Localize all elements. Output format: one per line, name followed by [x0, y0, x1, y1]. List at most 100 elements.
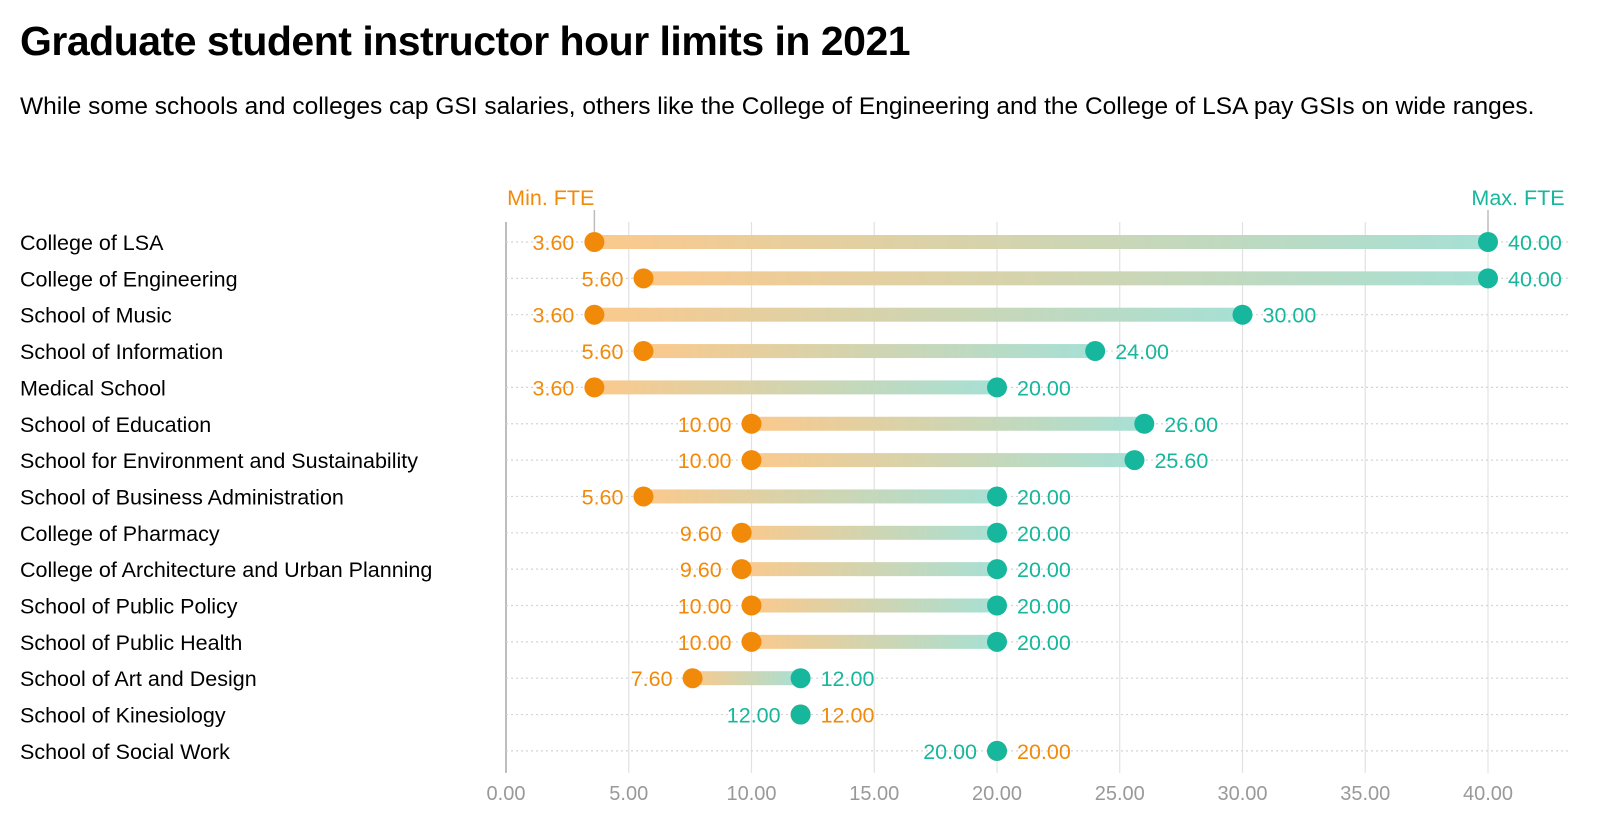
max-value-label: 26.00 [1164, 413, 1218, 437]
min-value-label: 3.60 [533, 304, 575, 328]
range-bar [643, 489, 997, 504]
max-dot [987, 522, 1007, 543]
max-dot [790, 704, 811, 725]
range-bar [751, 634, 997, 649]
chart-subtitle: While some schools and colleges cap GSI … [20, 93, 1535, 120]
min-value-label: 7.60 [631, 667, 673, 691]
max-dot [1232, 304, 1253, 325]
range-bar [692, 671, 801, 686]
max-dot [1478, 232, 1498, 252]
max-dot [1085, 341, 1106, 362]
max-value-label: 20.00 [1017, 485, 1071, 509]
max-dot [987, 559, 1007, 580]
x-tick-label: 0.00 [487, 783, 526, 805]
max-dot [987, 631, 1007, 652]
min-dot [741, 595, 762, 616]
max-value-label: 20.00 [1017, 522, 1071, 546]
row-category-label: School of Public Health [20, 631, 242, 655]
row-category-label: Medical School [20, 376, 166, 400]
min-dot [633, 341, 654, 362]
max-value-label: 12.00 [821, 667, 875, 691]
x-tick-label: 20.00 [972, 783, 1022, 805]
min-dot [584, 304, 605, 325]
x-tick-label: 40.00 [1463, 783, 1513, 805]
range-bar [741, 525, 997, 540]
row-category-label: School of Business Administration [20, 485, 344, 509]
min-value-label: 5.60 [582, 485, 624, 509]
min-value-label: 3.60 [533, 231, 575, 255]
max-dot [987, 595, 1007, 616]
max-value-label: 20.00 [1017, 595, 1071, 619]
min-dot [633, 486, 654, 507]
min-dot [741, 413, 762, 434]
range-bar [751, 416, 1145, 431]
x-tick-label: 10.00 [726, 783, 776, 805]
max-value-label: 24.00 [1115, 340, 1169, 364]
max-value-label: 20.00 [1017, 631, 1071, 655]
range-bar [643, 271, 1488, 286]
max-dot [987, 740, 1007, 761]
max-series-header: Max. FTE [1471, 186, 1564, 210]
row-category-label: School of Kinesiology [20, 704, 226, 728]
x-tick-label: 25.00 [1095, 783, 1145, 805]
x-tick-label: 15.00 [849, 783, 899, 805]
min-dot [682, 668, 703, 689]
min-value-label: 3.60 [533, 376, 575, 400]
min-series-header: Min. FTE [507, 186, 594, 210]
max-value-label: 20.00 [1017, 558, 1071, 582]
max-value-label: 25.60 [1154, 449, 1208, 473]
max-dot [987, 377, 1007, 398]
max-dot [1478, 268, 1498, 289]
max-value-label: 20.00 [1017, 376, 1071, 400]
row-category-label: School of Art and Design [20, 667, 257, 691]
chart-title: Graduate student instructor hour limits … [20, 18, 911, 64]
min-value-label: 10.00 [678, 595, 732, 619]
min-value-label: 9.60 [680, 522, 722, 546]
min-value-label: 5.60 [582, 340, 624, 364]
range-bar [594, 307, 1243, 322]
min-dot [584, 377, 605, 398]
range-bar [751, 453, 1135, 468]
range-bar [594, 380, 997, 395]
row-category-label: School of Music [20, 304, 172, 328]
max-value-label: 30.00 [1263, 304, 1317, 328]
x-tick-label: 5.00 [609, 783, 648, 805]
x-tick-label: 30.00 [1217, 783, 1267, 805]
min-dot [584, 232, 605, 252]
max-value-label: 40.00 [1508, 267, 1562, 291]
range-bar [741, 562, 997, 577]
min-dot [741, 631, 762, 652]
min-value-label: 10.00 [678, 449, 732, 473]
range-bar [594, 235, 1488, 249]
min-dot [741, 450, 762, 471]
min-dot [633, 268, 654, 289]
min-value-label: 10.00 [678, 631, 732, 655]
row-category-label: College of LSA [20, 231, 164, 255]
min-value-label: 9.60 [680, 558, 722, 582]
min-value-label: 20.00 [1017, 740, 1071, 764]
range-bar [751, 598, 997, 613]
max-value-label: 12.00 [727, 704, 781, 728]
min-value-label: 12.00 [821, 704, 875, 728]
max-value-label: 20.00 [923, 740, 977, 764]
row-category-label: School of Social Work [20, 740, 230, 764]
row-category-label: College of Architecture and Urban Planni… [20, 558, 432, 582]
min-value-label: 5.60 [582, 267, 624, 291]
row-category-label: School of Public Policy [20, 595, 238, 619]
min-dot [731, 559, 752, 580]
max-value-label: 40.00 [1508, 231, 1562, 255]
max-dot [790, 668, 811, 689]
min-dot [731, 522, 752, 543]
max-dot [1134, 413, 1155, 434]
row-category-label: School of Education [20, 413, 211, 437]
x-tick-label: 35.00 [1340, 783, 1390, 805]
max-dot [987, 486, 1007, 507]
row-category-label: College of Engineering [20, 267, 238, 291]
row-category-label: College of Pharmacy [20, 522, 220, 546]
min-value-label: 10.00 [678, 413, 732, 437]
row-category-label: School of Information [20, 340, 223, 364]
range-bar [643, 344, 1096, 359]
row-category-label: School for Environment and Sustainabilit… [20, 449, 418, 473]
max-dot [1124, 450, 1145, 471]
